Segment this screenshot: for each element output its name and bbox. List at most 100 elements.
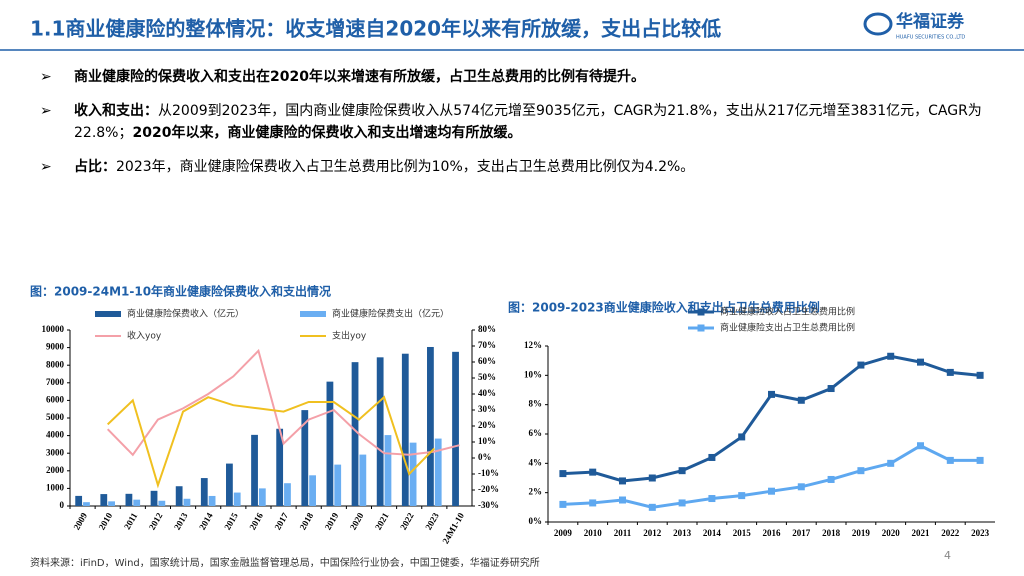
bar [359,454,367,506]
x-tick-label: 2014 [703,528,722,538]
marker [857,467,865,475]
legend-label: 支出yoy [332,330,367,342]
bullet-text: 2023年，商业健康险保费收入占卫生总费用比例为10%，支出占卫生总费用比例仅为… [116,159,695,175]
y2-tick-label: 80% [478,324,496,334]
y-tick-label: 8000 [46,359,65,369]
bar [233,492,241,506]
bar [434,438,442,506]
marker [559,470,567,478]
bullet-text: 从2009到2023年，国内商业健康险保费收入从574亿元增至9035亿元，CA… [74,103,982,141]
y-tick-label: 4% [529,457,543,467]
legend-marker [697,324,705,332]
y-tick-label: 2000 [46,465,65,475]
y-tick-label: 2% [529,487,543,497]
x-tick-label: 2010 [97,511,115,532]
y-tick-label: 9000 [46,342,65,352]
bar [83,502,90,506]
x-tick-label: 2018 [298,511,316,532]
bar [200,478,208,506]
x-tick-label: 2018 [822,528,841,538]
y-tick-label: 1000 [46,482,65,492]
legend-swatch [95,311,121,317]
bullet-text: 占比： [74,159,116,175]
legend-label: 收入yoy [127,330,162,342]
x-tick-label: 2014 [197,511,215,532]
y-tick-label: 6000 [46,394,65,404]
x-tick-label: 2015 [222,511,240,532]
marker [589,499,597,507]
bullets: 商业健康险的保费收入和支出在2020年以来增速有所放缓，占卫生总费用的比例有待提… [40,66,1000,190]
x-tick-label: 2011 [614,528,632,538]
marker [797,483,805,491]
y-tick-label: 3000 [46,447,65,457]
bar [183,498,191,506]
x-tick-label: 2020 [882,528,901,538]
x-tick-label: 2023 [971,528,990,538]
logo: 华福证券 [896,11,965,32]
x-tick-label: 2021 [912,528,931,538]
bullet-text: 收入和支出： [74,103,158,119]
chart-title: 图：2009-2023商业健康险收入和支出占卫生总费用比例 [508,300,820,315]
y2-tick-label: 70% [478,340,496,350]
marker [768,390,775,398]
bar [133,499,141,506]
bullet-text: 商业健康险的保费收入和支出在2020年以来增速有所放缓，占卫生总费用的比例有待提… [74,69,645,85]
y-tick-label: 0 [60,500,65,510]
marker [708,495,716,503]
bar [284,483,291,506]
legend-label: 商业健康险收入占卫生总费用比例 [720,306,855,318]
marker [946,456,954,464]
bar [150,490,158,506]
marker [827,475,835,483]
x-tick-label: 2012 [643,528,662,538]
y2-tick-label: 60% [478,356,496,366]
y-tick-label: 4000 [46,430,65,440]
y2-tick-label: 30% [478,404,496,414]
bar [376,357,384,506]
bar [75,495,83,506]
bar [100,494,108,506]
x-tick-label: 2011 [122,511,140,532]
page-number: 4 [944,549,951,562]
marker [708,453,716,461]
bullet: 占比：2023年，商业健康险保费收入占卫生总费用比例为10%，支出占卫生总费用比… [40,156,1000,178]
bar [251,434,258,506]
bullet-text: 2020年以来，商业健康险的保费收入和支出增速均有所放缓。 [132,125,522,141]
logo-en: HUAFU SECURITIES CO.,LTD [896,35,965,41]
y-tick-label: 10% [524,369,542,379]
marker [678,467,686,475]
logo-icon [863,12,893,36]
y-tick-label: 10000 [42,324,65,334]
marker [768,487,775,495]
y-tick-label: 12% [524,340,542,350]
marker [976,456,984,464]
x-tick-label: 2020 [348,511,366,532]
y-tick-label: 5000 [46,412,65,422]
x-tick-label: 2013 [172,511,190,532]
bar [427,346,434,506]
x-tick-label: 2015 [733,528,752,538]
marker [887,459,895,467]
line [562,354,981,483]
y2-tick-label: 40% [478,388,496,398]
marker [678,499,686,507]
legend-label: 商业健康险保费收入（亿元） [127,308,244,320]
bar [301,410,309,506]
marker [619,477,626,485]
bar [108,501,115,506]
bar [409,442,417,506]
marker [946,368,954,376]
y2-tick-label: 0% [478,452,492,462]
bar [384,435,392,506]
x-tick-label: 2013 [673,528,692,538]
y2-tick-label: 50% [478,372,496,382]
slide-title: 1.1商业健康险的整体情况：收支增速自2020年以来有所放缓，支出占比较低 [30,17,721,41]
legend-label: 商业健康险保费支出（亿元） [332,308,449,320]
bar [158,500,166,506]
x-tick-label: 2017 [272,511,290,532]
x-tick-label: 24M1-10 [440,511,466,546]
x-tick-label: 2017 [792,528,811,538]
x-tick-label: 2022 [941,528,960,538]
bar [326,381,334,506]
